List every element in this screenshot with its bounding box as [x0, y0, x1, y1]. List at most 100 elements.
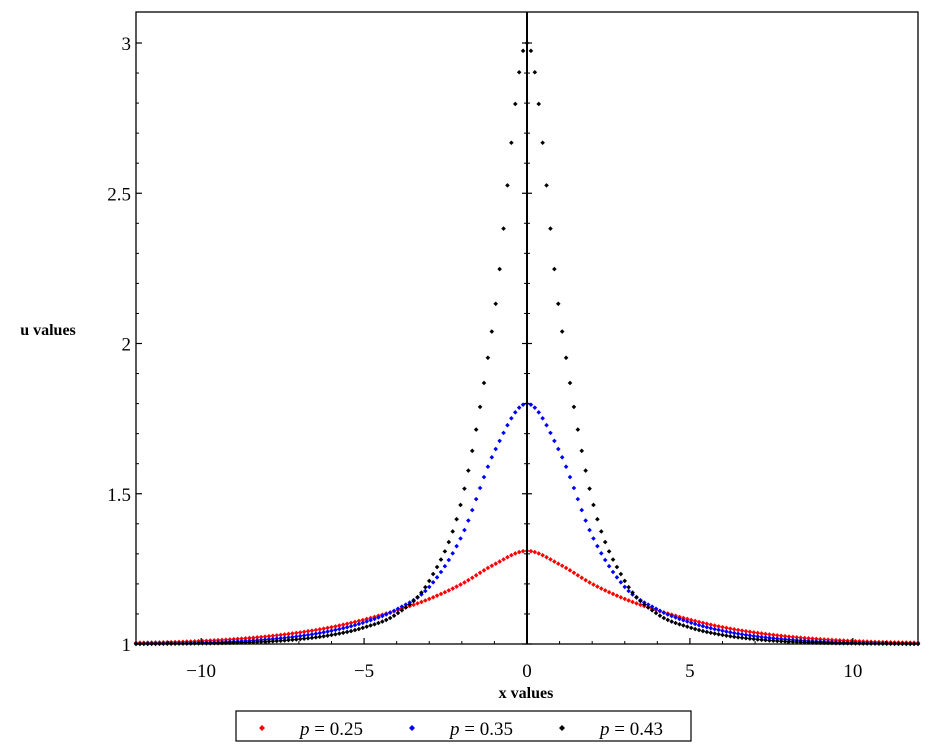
data-point: [309, 635, 315, 641]
data-point: [258, 634, 264, 640]
data-point: [860, 641, 866, 646]
data-point: [520, 48, 526, 54]
data-point: [352, 622, 358, 628]
data-point: [493, 446, 499, 452]
data-point: [900, 641, 905, 647]
data-point: [294, 634, 299, 639]
data-point: [579, 448, 585, 454]
data-point: [677, 621, 682, 627]
data-point: [387, 610, 393, 616]
data-point: [790, 634, 796, 640]
data-point: [853, 641, 858, 646]
data-point: [645, 602, 651, 607]
data-point: [321, 626, 326, 631]
data-point: [477, 485, 483, 491]
data-point: [383, 617, 389, 623]
data-point: [548, 430, 553, 436]
data-point: [610, 557, 616, 562]
data-point: [520, 548, 526, 554]
data-point: [325, 629, 330, 634]
data-point: [767, 632, 772, 637]
data-point: [462, 580, 467, 585]
data-point: [872, 641, 878, 646]
data-point: [426, 578, 432, 584]
data-point: [481, 474, 487, 480]
data-point: [810, 636, 815, 641]
data-point: [704, 624, 710, 630]
data-point: [669, 619, 674, 624]
data-point: [477, 404, 483, 410]
data-point: [317, 634, 323, 640]
data-point: [215, 640, 221, 646]
data-point: [391, 613, 397, 619]
data-point: [313, 627, 319, 633]
y-tick-label: 1.5: [107, 485, 131, 506]
data-point: [587, 486, 592, 491]
data-point: [333, 631, 338, 637]
data-point: [489, 563, 495, 569]
data-point: [591, 536, 596, 541]
data-point: [747, 633, 753, 638]
data-point: [532, 405, 538, 410]
data-point: [528, 48, 534, 54]
data-point: [892, 641, 897, 647]
data-point: [634, 601, 639, 606]
data-point: [669, 613, 674, 619]
data-point: [407, 602, 412, 607]
data-point: [692, 621, 698, 627]
data-point: [571, 570, 577, 576]
data-point: [305, 632, 311, 638]
data-point: [774, 636, 780, 641]
data-point: [235, 640, 240, 645]
data-point: [286, 631, 291, 637]
data-point: [141, 641, 147, 647]
data-point: [618, 595, 624, 600]
data-point: [282, 635, 287, 641]
data-point: [720, 628, 725, 634]
data-point: [239, 636, 244, 641]
data-point: [555, 561, 561, 566]
data-point: [868, 641, 874, 646]
data-point: [262, 634, 268, 639]
data-point: [286, 637, 291, 643]
data-point: [333, 627, 338, 633]
data-point: [516, 69, 522, 75]
data-point: [442, 549, 448, 554]
data-point: [712, 626, 717, 632]
data-point: [153, 641, 158, 647]
data-point: [489, 329, 495, 334]
data-point: [559, 454, 565, 460]
data-point: [270, 633, 276, 639]
data-point: [595, 543, 600, 549]
data-point: [630, 590, 635, 595]
data-point: [665, 617, 671, 623]
data-point: [692, 618, 698, 624]
data-point: [340, 630, 346, 636]
data-point: [548, 557, 553, 562]
data-point: [642, 602, 647, 607]
data-point: [430, 580, 436, 585]
data-point: [528, 548, 534, 554]
data-point: [532, 549, 538, 555]
data-point: [188, 641, 194, 646]
data-point: [466, 468, 471, 473]
data-point: [235, 636, 240, 642]
data-point: [563, 565, 569, 571]
data-point: [544, 183, 549, 188]
data-point: [528, 402, 534, 407]
data-point: [688, 617, 694, 623]
data-point: [571, 404, 577, 410]
data-point: [426, 596, 432, 602]
data-point: [344, 629, 350, 635]
data-point: [415, 601, 420, 606]
data-point: [325, 625, 330, 631]
data-point: [747, 629, 753, 635]
data-point: [321, 633, 326, 639]
data-point: [731, 630, 737, 636]
data-point: [509, 140, 514, 146]
data-point: [426, 584, 432, 590]
data-point: [333, 624, 338, 629]
data-point: [575, 427, 581, 432]
data-point: [227, 640, 233, 646]
